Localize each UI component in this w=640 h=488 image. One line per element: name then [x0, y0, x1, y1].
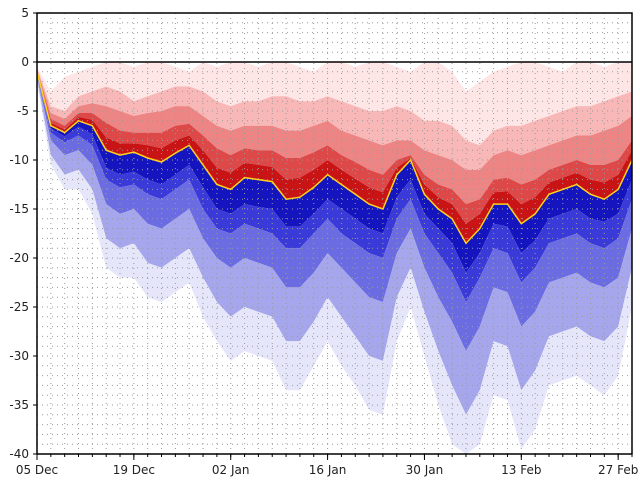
band-p25 — [37, 72, 632, 303]
y-tick-label: 0 — [21, 55, 29, 69]
band-p65 — [37, 70, 632, 244]
y-tick-label: -5 — [17, 104, 29, 118]
y-tick-label: -15 — [9, 202, 29, 216]
x-tick-label: 05 Dec — [16, 463, 58, 477]
plot-frame — [36, 12, 633, 455]
y-tick-label: -20 — [9, 251, 29, 265]
x-axis: 05 Dec 19 Dec 02 Jan 16 Jan 30 Jan 13 Feb 27 F… — [16, 454, 638, 477]
x-tick-label: 27 Feb — [598, 463, 638, 477]
y-axis: 5 0 -5 -10 -15 -20 -25 -30 -35 -40 — [9, 6, 37, 461]
band-p5 — [37, 75, 632, 415]
y-tick-label: -25 — [9, 300, 29, 314]
band-min — [37, 78, 632, 454]
band-p95 — [37, 67, 632, 170]
median-line — [36, 71, 633, 245]
y-tick-label: -40 — [9, 447, 29, 461]
y-tick-label: 5 — [21, 6, 29, 20]
y-tick-label: -35 — [9, 398, 29, 412]
y-tick-label: -10 — [9, 153, 29, 167]
band-p15 — [37, 73, 632, 352]
x-tick-label: 16 Jan — [309, 463, 347, 477]
band-p75 — [37, 69, 632, 224]
x-tick-label: 13 Feb — [501, 463, 541, 477]
x-tick-label: 02 Jan — [212, 463, 250, 477]
band-p85 — [37, 68, 632, 205]
band-max — [37, 62, 632, 146]
x-tick-label: 30 Jan — [406, 463, 444, 477]
x-tick-label: 19 Dec — [113, 463, 155, 477]
y-tick-label: -30 — [9, 349, 29, 363]
